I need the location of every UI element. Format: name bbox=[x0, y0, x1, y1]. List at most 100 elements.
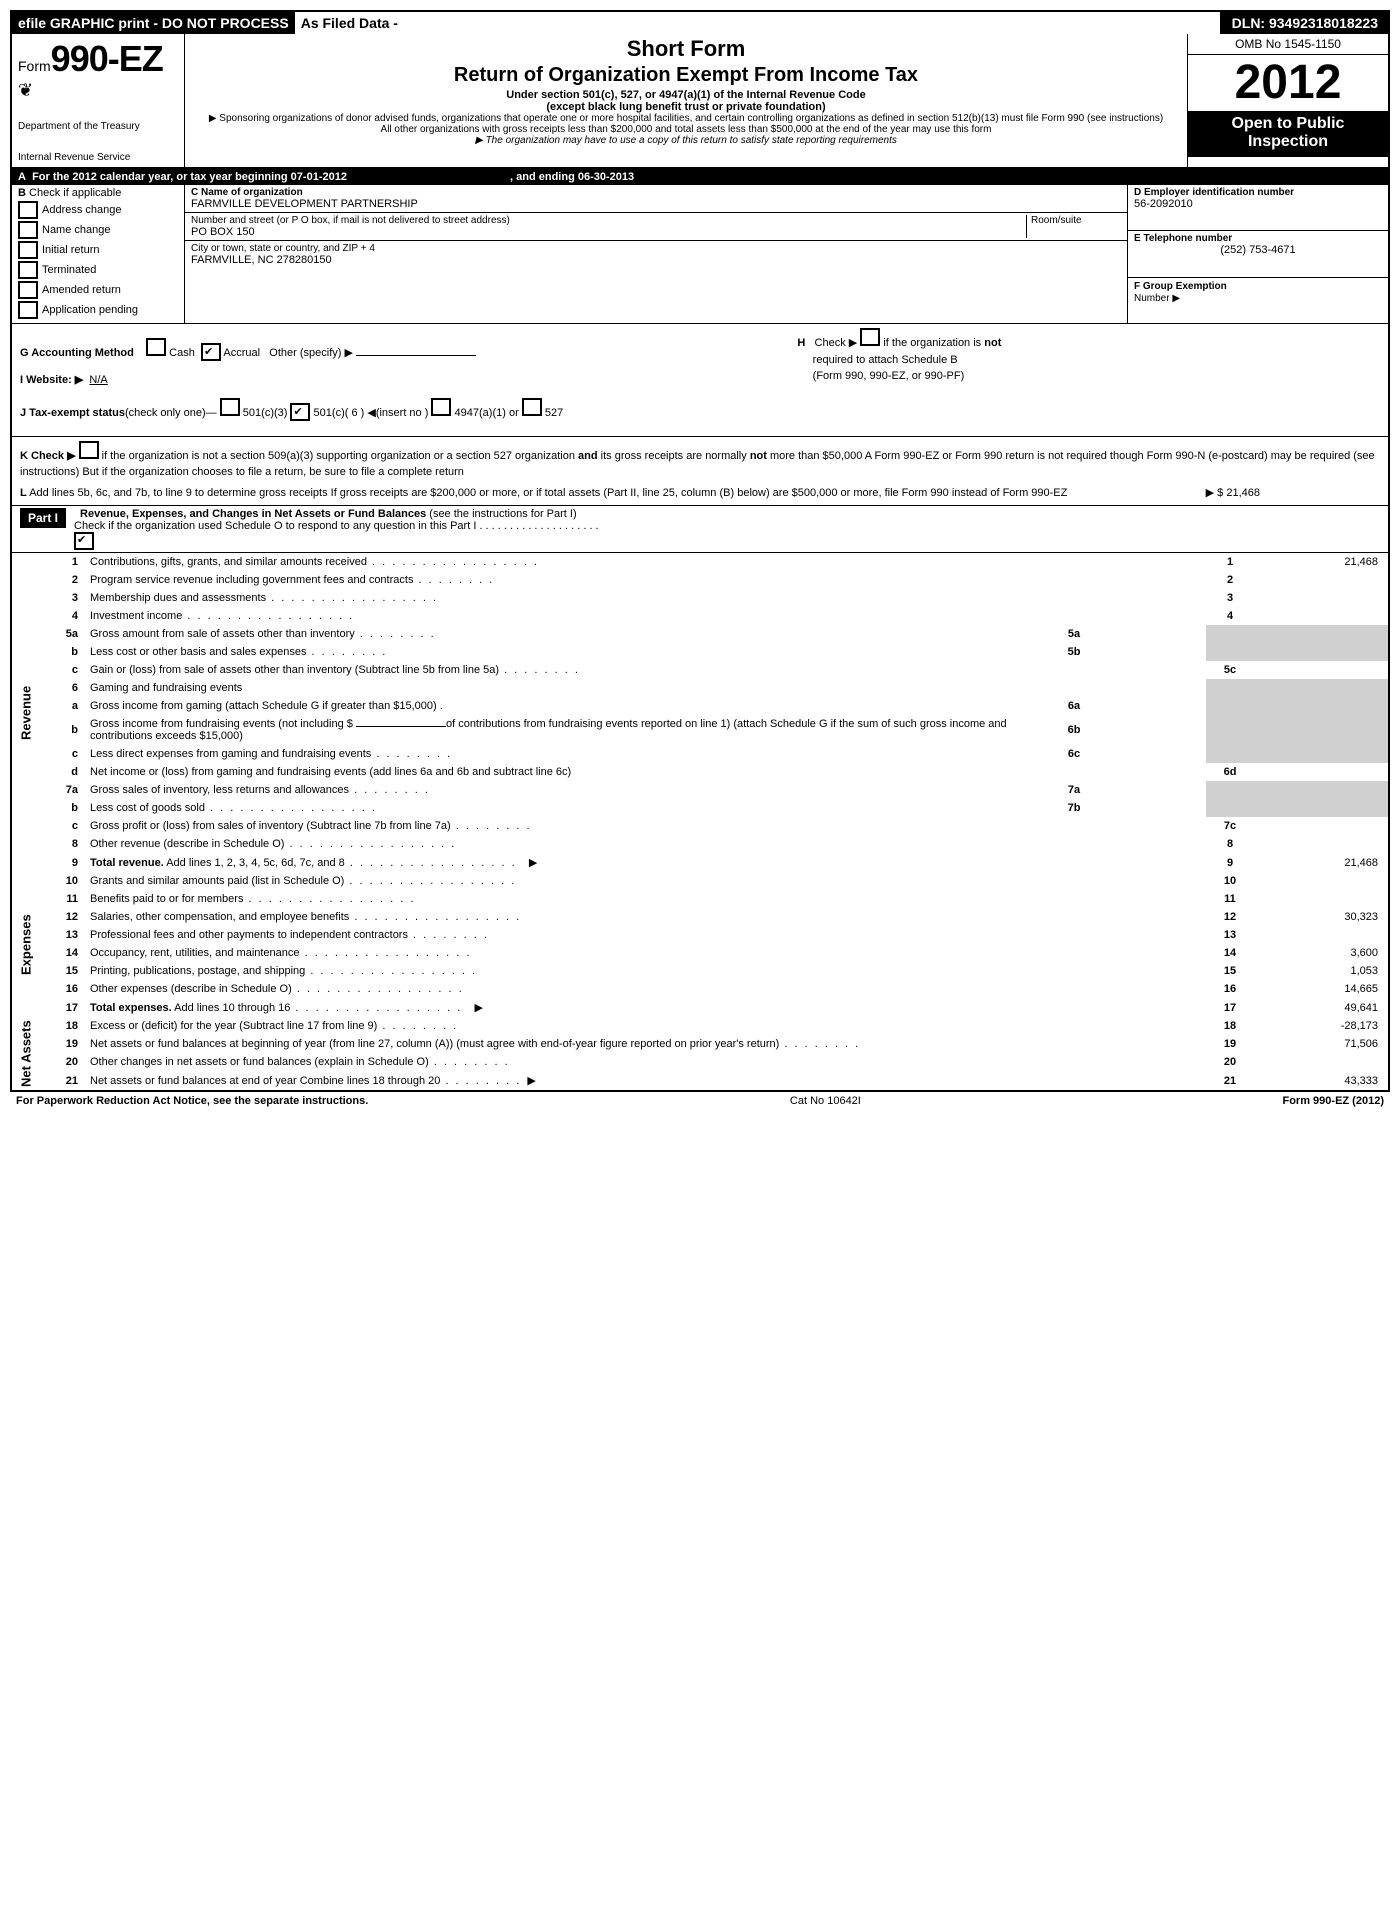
line-15-val: 1,053 bbox=[1254, 962, 1388, 980]
check-application-pending[interactable]: Application pending bbox=[18, 301, 178, 319]
line-6c-out-num bbox=[1206, 745, 1254, 763]
line-21-desc: Net assets or fund balances at end of ye… bbox=[90, 1075, 440, 1087]
line-7b: b Less cost of goods sold 7b bbox=[12, 799, 1388, 817]
note1: ▶ Sponsoring organizations of donor advi… bbox=[193, 113, 1179, 124]
line-5b-val bbox=[1098, 643, 1206, 661]
line-5b-num: 5b bbox=[1050, 643, 1098, 661]
line-2-desc: Program service revenue including govern… bbox=[90, 574, 413, 586]
line-15-num: 15 bbox=[1206, 962, 1254, 980]
street-value: PO BOX 150 bbox=[191, 226, 1026, 238]
line-7a-desc: Gross sales of inventory, less returns a… bbox=[90, 784, 349, 796]
line-12-desc: Salaries, other compensation, and employ… bbox=[90, 911, 349, 923]
h-checkbox[interactable] bbox=[860, 328, 880, 346]
line-5a-num: 5a bbox=[1050, 625, 1098, 643]
line-5a-val bbox=[1098, 625, 1206, 643]
j-501c3-checkbox[interactable] bbox=[220, 398, 240, 416]
h-text4: (Form 990, 990-EZ, or 990-PF) bbox=[813, 370, 965, 382]
section-def: D Employer identification number 56-2092… bbox=[1127, 185, 1388, 323]
f-label: F Group Exemption bbox=[1134, 281, 1227, 292]
line-6c-desc: Less direct expenses from gaming and fun… bbox=[90, 748, 371, 760]
part1-schedule-o-checkbox[interactable] bbox=[74, 532, 94, 550]
line-7b-desc: Less cost of goods sold bbox=[90, 802, 205, 814]
j-4947-checkbox[interactable] bbox=[431, 398, 451, 416]
line-7c-desc: Gross profit or (loss) from sales of inv… bbox=[90, 820, 451, 832]
line-19-num: 19 bbox=[1206, 1035, 1254, 1053]
j-527-checkbox[interactable] bbox=[522, 398, 542, 416]
line-5b-out-val bbox=[1254, 643, 1388, 661]
line-3-val bbox=[1254, 589, 1388, 607]
accrual-checkbox[interactable] bbox=[201, 343, 221, 361]
header-left: Form990-EZ ❦ Department of the Treasury … bbox=[12, 34, 185, 167]
j-501c-checkbox[interactable] bbox=[290, 403, 310, 421]
line-21-num: 21 bbox=[1206, 1071, 1254, 1090]
d-block: D Employer identification number 56-2092… bbox=[1128, 185, 1388, 231]
line-4-desc: Investment income bbox=[90, 610, 182, 622]
line-7a-val bbox=[1098, 781, 1206, 799]
gh-block: G Accounting Method Cash Accrual Other (… bbox=[12, 324, 1388, 437]
line-8-num: 8 bbox=[1206, 835, 1254, 853]
dept-irs: Internal Revenue Service bbox=[18, 152, 178, 163]
line-3-num: 3 bbox=[1206, 589, 1254, 607]
website-value: N/A bbox=[89, 374, 107, 386]
return-title: Return of Organization Exempt From Incom… bbox=[193, 64, 1179, 87]
expenses-side-label: Expenses bbox=[12, 872, 40, 1017]
application-pending-label: Application pending bbox=[42, 304, 138, 316]
line-6: 6 Gaming and fundraising events bbox=[12, 679, 1388, 697]
j-opt2: 501(c)( 6 ) bbox=[314, 407, 365, 419]
check-name-change[interactable]: Name change bbox=[18, 221, 178, 239]
line-11: 11 Benefits paid to or for members 11 bbox=[12, 890, 1388, 908]
topbar-mid: As Filed Data - bbox=[295, 12, 1222, 34]
cash-label: Cash bbox=[169, 347, 195, 359]
form-number-big: 990-EZ bbox=[51, 38, 163, 79]
line-4-val bbox=[1254, 607, 1388, 625]
accrual-label: Accrual bbox=[223, 347, 260, 359]
line-17-val: 49,641 bbox=[1254, 998, 1388, 1017]
line-7a-out-num bbox=[1206, 781, 1254, 799]
line-6b-blank[interactable] bbox=[356, 726, 446, 727]
header-right: OMB No 1545-1150 2012 Open to Public Ins… bbox=[1187, 34, 1388, 167]
header-mid: Short Form Return of Organization Exempt… bbox=[185, 34, 1187, 167]
j-note: (check only one)— bbox=[125, 407, 217, 419]
other-specify-input[interactable] bbox=[356, 355, 476, 356]
terminated-label: Terminated bbox=[42, 264, 96, 276]
check-initial-return[interactable]: Initial return bbox=[18, 241, 178, 259]
part1-check: Check if the organization used Schedule … bbox=[74, 520, 599, 532]
check-terminated[interactable]: Terminated bbox=[18, 261, 178, 279]
line-20-val bbox=[1254, 1053, 1388, 1071]
cash-checkbox[interactable] bbox=[146, 338, 166, 356]
form-number: Form990-EZ bbox=[18, 38, 178, 80]
line-16-val: 14,665 bbox=[1254, 980, 1388, 998]
line-5b: b Less cost or other basis and sales exp… bbox=[12, 643, 1388, 661]
line-16-num: 16 bbox=[1206, 980, 1254, 998]
line-3: 3 Membership dues and assessments 3 bbox=[12, 589, 1388, 607]
line-6a-out-val bbox=[1254, 697, 1388, 715]
efile-topbar: efile GRAPHIC print - DO NOT PROCESS As … bbox=[12, 12, 1388, 34]
l-block: L Add lines 5b, 6c, and 7b, to line 9 to… bbox=[12, 481, 1388, 507]
g-block: G Accounting Method Cash Accrual Other (… bbox=[20, 328, 777, 432]
section-a-ending: , and ending 06-30-2013 bbox=[510, 171, 634, 183]
check-address-change[interactable]: Address change bbox=[18, 201, 178, 219]
line-8: 8 Other revenue (describe in Schedule O)… bbox=[12, 835, 1388, 853]
line-6c-num: 6c bbox=[1050, 745, 1098, 763]
part1-header-row: Part I Revenue, Expenses, and Changes in… bbox=[12, 506, 1388, 553]
line-18: Net Assets 18 Excess or (deficit) for th… bbox=[12, 1017, 1388, 1035]
line-1: Revenue 1 Contributions, gifts, grants, … bbox=[12, 553, 1388, 571]
city-label: City or town, state or country, and ZIP … bbox=[191, 243, 1121, 254]
i-label: I Website: ▶ bbox=[20, 374, 83, 386]
bcdef-row: B Check if applicable Address change Nam… bbox=[12, 185, 1388, 324]
d-label: D Employer identification number bbox=[1134, 187, 1382, 198]
e-label: E Telephone number bbox=[1134, 233, 1382, 244]
line-6d-num: 6d bbox=[1206, 763, 1254, 781]
revenue-side-label: Revenue bbox=[12, 553, 40, 872]
k-checkbox[interactable] bbox=[79, 441, 99, 459]
j-opt1: 501(c)(3) bbox=[243, 407, 288, 419]
line-13-desc: Professional fees and other payments to … bbox=[90, 929, 408, 941]
line-7b-val bbox=[1098, 799, 1206, 817]
line-4: 4 Investment income 4 bbox=[12, 607, 1388, 625]
part1-label: Part I bbox=[20, 508, 66, 528]
line-9-num: 9 bbox=[1206, 853, 1254, 872]
open-line1: Open to Public bbox=[1188, 115, 1388, 133]
b-label: B bbox=[18, 187, 26, 199]
check-amended-return[interactable]: Amended return bbox=[18, 281, 178, 299]
page-footer: For Paperwork Reduction Act Notice, see … bbox=[10, 1092, 1390, 1110]
